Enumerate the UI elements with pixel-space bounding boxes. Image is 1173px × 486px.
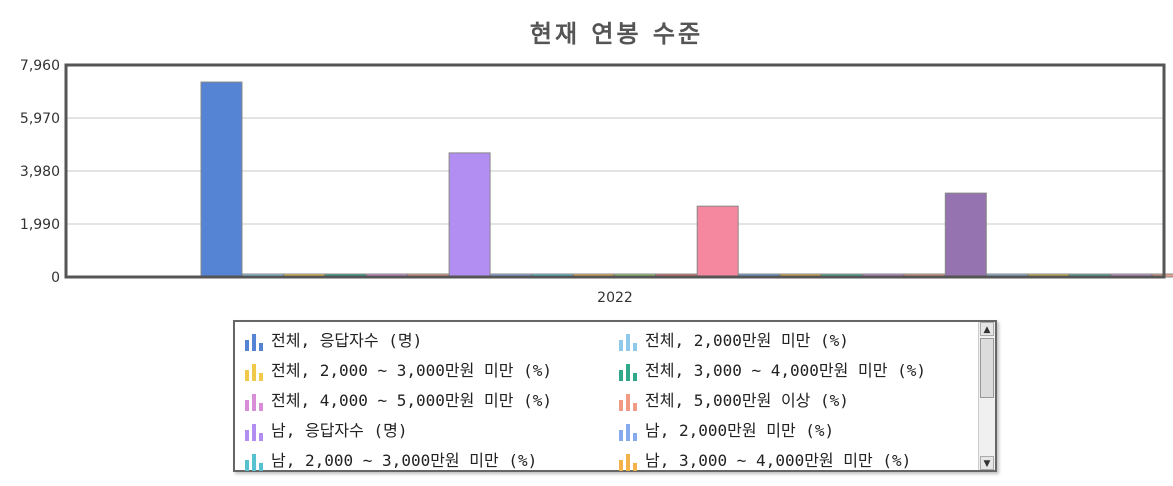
legend-label: 전체, 5,000만원 이상 (%) <box>645 391 849 410</box>
scrollbar-thumb[interactable] <box>980 338 994 398</box>
bar-chart-icon <box>245 423 263 441</box>
bar-chart-icon <box>619 423 637 441</box>
legend-item[interactable]: 남, 응답자수 (명) <box>243 416 407 446</box>
legend-label: 남, 응답자수 (명) <box>271 421 408 440</box>
legend-label: 남, 2,000 ~ 3,000만원 미만 (%) <box>271 451 538 470</box>
legend-item[interactable]: 전체, 응답자수 (명) <box>243 326 422 356</box>
legend-item[interactable]: 남, 3,000 ~ 4,000만원 미만 (%) <box>617 446 911 476</box>
x-tick-label: 2022 <box>597 290 633 306</box>
legend-item[interactable]: 남, 2,000만원 미만 (%) <box>617 416 834 446</box>
legend-item[interactable]: 전체, 4,000 ~ 5,000만원 미만 (%) <box>243 386 552 416</box>
bar[interactable] <box>696 205 739 278</box>
legend-item[interactable]: 전체, 3,000 ~ 4,000만원 미만 (%) <box>617 356 926 386</box>
bars <box>200 81 1173 278</box>
legend-scrollbar[interactable]: ▲ ▼ <box>978 322 995 470</box>
y-tick-label: 5,970 <box>20 111 60 127</box>
legend-item[interactable]: 전체, 2,000 ~ 3,000만원 미만 (%) <box>243 356 552 386</box>
legend-item[interactable]: 전체, 5,000만원 이상 (%) <box>617 386 849 416</box>
scroll-down-arrow-icon[interactable]: ▼ <box>980 456 994 470</box>
bar-chart-icon <box>619 333 637 351</box>
y-tick-label: 7,960 <box>20 58 60 74</box>
legend-label: 전체, 2,000만원 미만 (%) <box>645 331 849 350</box>
bar-chart-icon <box>619 453 637 471</box>
chart-title: 현재 연봉 수준 <box>529 20 704 48</box>
bar-chart-icon <box>245 333 263 351</box>
legend-label: 전체, 3,000 ~ 4,000만원 미만 (%) <box>645 361 926 380</box>
bar[interactable] <box>944 192 987 278</box>
legend-item[interactable]: 전체, 2,000만원 미만 (%) <box>617 326 849 356</box>
bar-chart-icon <box>245 393 263 411</box>
y-tick-label: 0 <box>51 270 60 286</box>
y-axis-ticks: 0 1,990 3,980 5,970 7,960 <box>20 58 60 286</box>
legend-label: 남, 3,000 ~ 4,000만원 미만 (%) <box>645 451 912 470</box>
legend-label: 전체, 응답자수 (명) <box>271 331 423 350</box>
legend-label: 전체, 2,000 ~ 3,000만원 미만 (%) <box>271 361 552 380</box>
plot-frame <box>64 63 1166 279</box>
bar-chart-icon <box>619 363 637 381</box>
bar-chart-icon <box>245 453 263 471</box>
bar[interactable] <box>200 81 243 278</box>
legend-item[interactable]: 남, 2,000 ~ 3,000만원 미만 (%) <box>243 446 537 476</box>
legend-label: 전체, 4,000 ~ 5,000만원 미만 (%) <box>271 391 552 410</box>
legend-label: 남, 2,000만원 미만 (%) <box>645 421 835 440</box>
bar-chart-icon <box>619 393 637 411</box>
y-tick-label: 3,980 <box>20 164 60 180</box>
bar[interactable] <box>448 152 491 278</box>
scroll-up-arrow-icon[interactable]: ▲ <box>980 322 994 336</box>
legend: 전체, 응답자수 (명) 전체, 2,000만원 미만 (%) 전체, 2,000 … <box>233 320 997 472</box>
y-tick-label: 1,990 <box>20 217 60 233</box>
bar-chart: 0 1,990 3,980 5,970 7,960 2022 <box>20 58 1173 306</box>
bar-chart-icon <box>245 363 263 381</box>
